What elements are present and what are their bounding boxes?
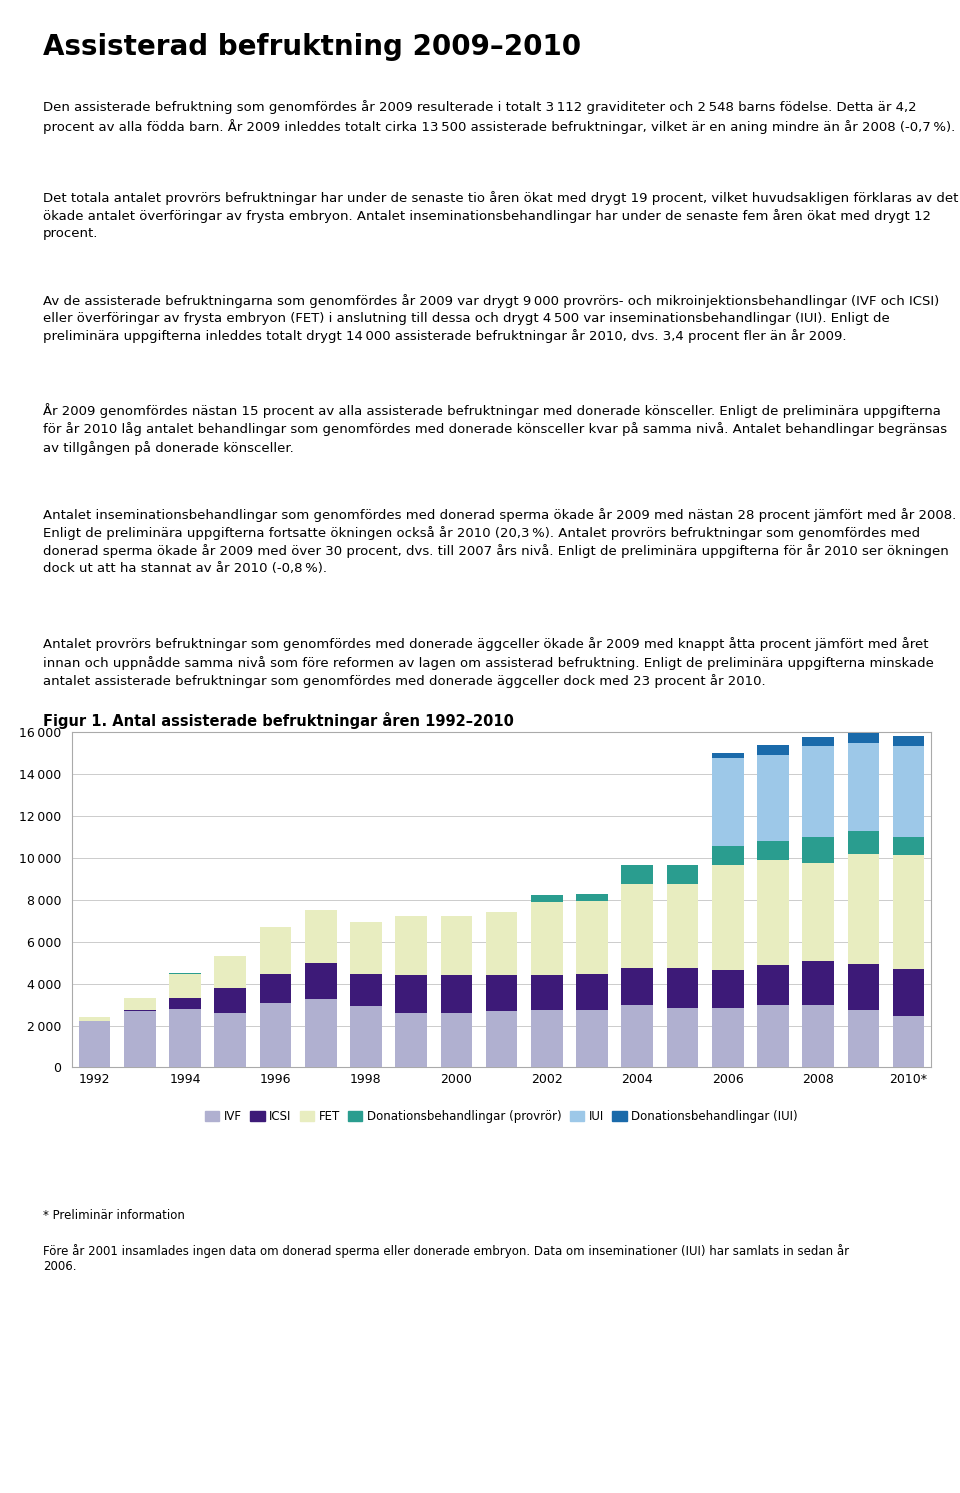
Bar [803, 738, 834, 746]
Bar [531, 896, 563, 902]
Bar [214, 1012, 246, 1067]
Bar [576, 900, 608, 973]
Text: Före år 2001 insamlades ingen data om donerad sperma eller donerade embryon. Dat: Före år 2001 insamlades ingen data om do… [43, 1244, 850, 1272]
Bar [893, 746, 924, 836]
Bar [893, 1017, 924, 1067]
Bar [169, 973, 201, 999]
Bar [848, 832, 879, 854]
Bar [305, 911, 337, 963]
Text: År 2009 genomfördes nästan 15 procent av alla assisterade befruktningar med done: År 2009 genomfördes nästan 15 procent av… [43, 403, 948, 455]
Bar [350, 921, 382, 973]
Bar [214, 956, 246, 988]
Text: Figur 1. Antal assisterade befruktningar åren 1992–2010: Figur 1. Antal assisterade befruktningar… [43, 712, 514, 729]
Bar [621, 884, 653, 967]
Bar [441, 1012, 472, 1067]
Bar [486, 975, 517, 1011]
Bar [757, 1005, 789, 1067]
Bar [259, 1003, 291, 1067]
Bar [803, 746, 834, 836]
Text: Antalet inseminationsbehandlingar som genomfördes med donerad sperma ökade år 20: Antalet inseminationsbehandlingar som ge… [43, 508, 956, 575]
Bar [803, 863, 834, 961]
Bar [893, 855, 924, 969]
Bar [666, 884, 698, 967]
Text: Assisterad befruktning 2009–2010: Assisterad befruktning 2009–2010 [43, 33, 582, 61]
Bar [666, 864, 698, 884]
Bar [893, 969, 924, 1017]
Bar [621, 1005, 653, 1067]
Bar [803, 836, 834, 863]
Bar [396, 917, 427, 975]
Legend: IVF, ICSI, FET, Donationsbehandlingar (provrör), IUI, Donationsbehandlingar (IUI: IVF, ICSI, FET, Donationsbehandlingar (p… [201, 1105, 803, 1129]
Bar [621, 864, 653, 884]
Bar [712, 752, 744, 758]
Bar [350, 973, 382, 1006]
Bar [803, 961, 834, 1005]
Bar [848, 733, 879, 744]
Bar [893, 836, 924, 855]
Bar [124, 999, 156, 1009]
Bar [486, 912, 517, 975]
Bar [396, 1012, 427, 1067]
Bar [441, 975, 472, 1012]
Text: Den assisterade befruktning som genomfördes år 2009 resulterade i totalt 3 112 g: Den assisterade befruktning som genomför… [43, 100, 955, 134]
Bar [666, 967, 698, 1008]
Bar [712, 970, 744, 1008]
Bar [531, 975, 563, 1009]
Bar [259, 973, 291, 1003]
Bar [757, 841, 789, 860]
Bar [712, 864, 744, 970]
Bar [712, 1008, 744, 1067]
Text: Av de assisterade befruktningarna som genomfördes år 2009 var drygt 9 000 provrö: Av de assisterade befruktningarna som ge… [43, 294, 940, 343]
Bar [396, 975, 427, 1012]
Bar [214, 988, 246, 1012]
Bar [621, 967, 653, 1005]
Bar [531, 1009, 563, 1067]
Bar [576, 1009, 608, 1067]
Bar [441, 917, 472, 975]
Text: * Preliminär information: * Preliminär information [43, 1209, 185, 1223]
Bar [803, 1005, 834, 1067]
Bar [305, 963, 337, 999]
Bar [848, 744, 879, 832]
Bar [169, 999, 201, 1009]
Bar [79, 1017, 110, 1021]
Bar [576, 973, 608, 1009]
Bar [666, 1008, 698, 1067]
Bar [531, 902, 563, 975]
Bar [893, 736, 924, 746]
Bar [848, 854, 879, 963]
Bar [124, 1011, 156, 1067]
Bar [757, 860, 789, 964]
Bar [350, 1006, 382, 1067]
Bar [486, 1011, 517, 1067]
Bar [848, 963, 879, 1009]
Bar [305, 999, 337, 1067]
Bar [79, 1021, 110, 1067]
Text: Antalet provrörs befruktningar som genomfördes med donerade äggceller ökade år 2: Antalet provrörs befruktningar som genom… [43, 638, 934, 688]
Bar [757, 745, 789, 754]
Bar [259, 927, 291, 973]
Bar [169, 1009, 201, 1067]
Bar [757, 754, 789, 841]
Bar [848, 1009, 879, 1067]
Bar [712, 758, 744, 847]
Text: Det totala antalet provrörs befruktningar har under de senaste tio åren ökat med: Det totala antalet provrörs befruktninga… [43, 191, 959, 240]
Bar [712, 847, 744, 864]
Bar [576, 894, 608, 900]
Bar [757, 964, 789, 1005]
